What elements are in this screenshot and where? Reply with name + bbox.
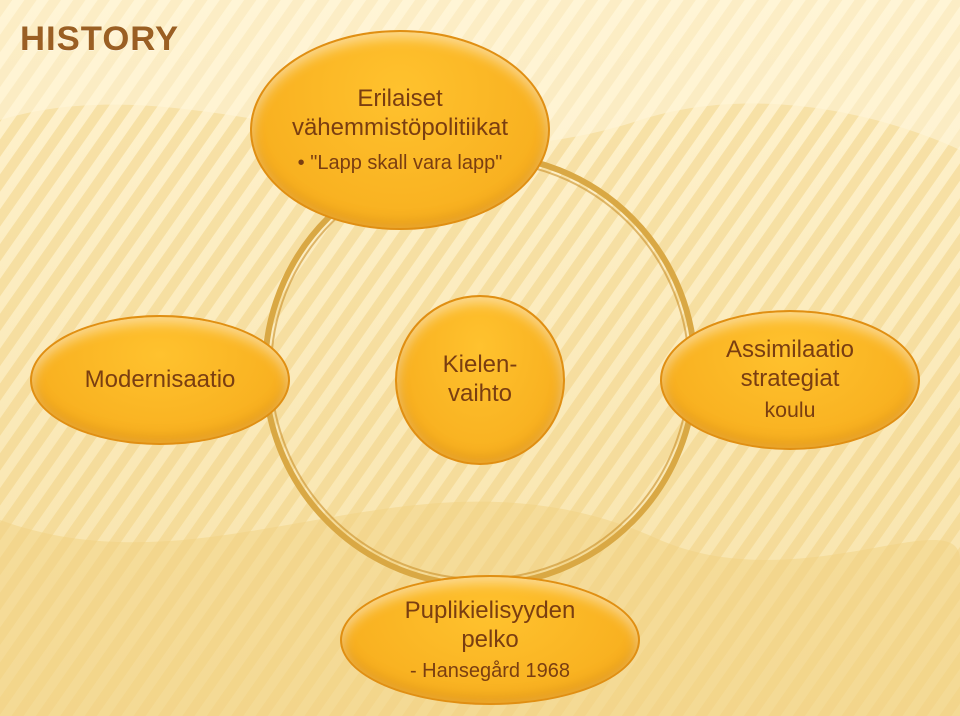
node-bottom: Puplikielisyydenpelko - Hansegård 1968 (340, 575, 640, 705)
slide-title: HISTORY (20, 20, 179, 59)
node-line: Erilaiset (357, 85, 442, 114)
node-line: • "Lapp skall vara lapp" (298, 151, 503, 175)
node-top: Erilaisetvähemmistöpolitiikat • "Lapp ska… (250, 30, 550, 230)
node-right: Assimilaatiostrategiat koulu (660, 310, 920, 450)
slide-stage: HISTORY Erilaisetvähemmistöpolitiikat • "… (0, 0, 960, 716)
node-line: strategiat (741, 365, 840, 394)
node-line: - Hansegård 1968 (410, 659, 570, 683)
title-text: HISTORY (20, 20, 179, 58)
node-line: koulu (765, 398, 816, 424)
node-line: Kielen- (443, 351, 518, 380)
node-center: Kielen-vaihto (395, 295, 565, 465)
node-line: vähemmistöpolitiikat (292, 114, 508, 143)
node-line: Modernisaatio (85, 366, 236, 395)
node-line: Assimilaatio (726, 336, 854, 365)
node-line: vaihto (448, 380, 512, 409)
node-line: pelko (461, 626, 518, 655)
node-left: Modernisaatio (30, 315, 290, 445)
node-line: Puplikielisyyden (405, 597, 576, 626)
